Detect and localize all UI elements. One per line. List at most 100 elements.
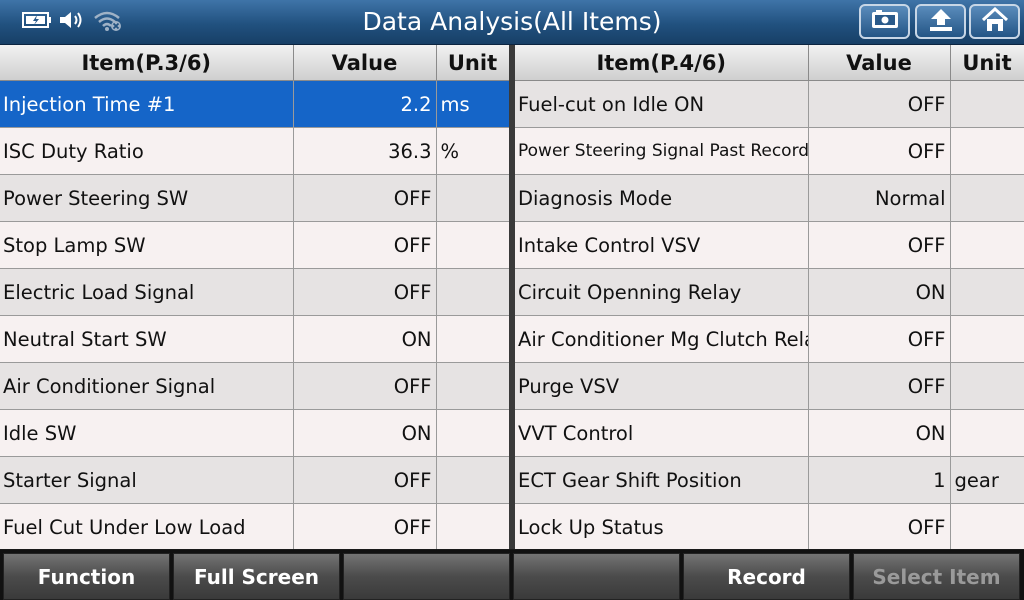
item-name: Air Conditioner Signal [0, 362, 294, 410]
value-column-header[interactable]: Value [808, 45, 951, 81]
back-button[interactable] [915, 4, 966, 39]
item-unit [436, 174, 509, 222]
item-unit [950, 221, 1024, 269]
table-row[interactable]: VVT Control ON [515, 409, 1024, 457]
table-row[interactable]: Power Steering SW OFF [0, 174, 509, 222]
item-value: OFF [293, 221, 437, 269]
unit-column-header[interactable]: Unit [436, 45, 509, 81]
item-name: VVT Control [515, 409, 809, 457]
record-button[interactable]: Record [683, 553, 850, 600]
item-unit [436, 315, 509, 363]
item-name: Air Conditioner Mg Clutch Relay [515, 315, 809, 363]
table-row[interactable]: Fuel Cut Under Low Load OFF [0, 503, 509, 549]
item-unit [950, 315, 1024, 363]
home-icon [981, 6, 1009, 37]
table-row[interactable]: Air Conditioner Mg Clutch Relay OFF [515, 315, 1024, 363]
table-row[interactable]: Idle SW ON [0, 409, 509, 457]
empty-button-2[interactable] [513, 553, 680, 600]
item-name: Power Steering SW [0, 174, 294, 222]
item-value: OFF [808, 362, 951, 410]
bottom-toolbar: Function Full Screen Record Select Item [0, 550, 1024, 600]
item-value: OFF [808, 315, 951, 363]
item-name: Power Steering Signal Past Record [515, 127, 809, 175]
item-unit [436, 503, 509, 549]
table-row[interactable]: Electric Load Signal OFF [0, 268, 509, 316]
item-unit [436, 409, 509, 457]
status-icons [22, 8, 122, 36]
table-row[interactable]: Fuel-cut on Idle ON OFF [515, 80, 1024, 128]
item-value: 2.2 [293, 80, 437, 128]
item-unit [950, 127, 1024, 175]
item-value: OFF [808, 503, 951, 549]
item-column-header[interactable]: Item(P.4/6) [515, 45, 809, 81]
item-value: OFF [808, 221, 951, 269]
item-unit [950, 174, 1024, 222]
item-unit [950, 80, 1024, 128]
item-value: ON [293, 409, 437, 457]
item-value: OFF [293, 174, 437, 222]
item-name: Injection Time #1 [0, 80, 294, 128]
screenshot-button[interactable] [859, 4, 910, 39]
table-row[interactable]: ECT Gear Shift Position 1 gear [515, 456, 1024, 504]
table-row[interactable]: Stop Lamp SW OFF [0, 221, 509, 269]
item-value: OFF [293, 268, 437, 316]
item-unit [950, 268, 1024, 316]
battery-icon [22, 12, 52, 32]
table-row[interactable]: Power Steering Signal Past Record OFF [515, 127, 1024, 175]
item-value: OFF [808, 127, 951, 175]
table-row[interactable]: Purge VSV OFF [515, 362, 1024, 410]
item-value: 36.3 [293, 127, 437, 175]
table-row[interactable]: Injection Time #1 2.2 ms [0, 80, 509, 128]
item-unit [950, 503, 1024, 549]
item-value: OFF [808, 80, 951, 128]
item-name: Idle SW [0, 409, 294, 457]
item-name: Electric Load Signal [0, 268, 294, 316]
item-unit [950, 362, 1024, 410]
item-value: OFF [293, 362, 437, 410]
item-column-header[interactable]: Item(P.3/6) [0, 45, 294, 81]
item-name: Fuel Cut Under Low Load [0, 503, 294, 549]
panel-divider [509, 45, 515, 549]
item-unit [436, 456, 509, 504]
table-row[interactable]: Air Conditioner Signal OFF [0, 362, 509, 410]
select-item-button[interactable]: Select Item [853, 553, 1020, 600]
item-name: Circuit Openning Relay [515, 268, 809, 316]
item-unit: % [436, 127, 509, 175]
table-row[interactable]: Intake Control VSV OFF [515, 221, 1024, 269]
unit-column-header[interactable]: Unit [950, 45, 1024, 81]
table-row[interactable]: Lock Up Status OFF [515, 503, 1024, 549]
item-unit [436, 268, 509, 316]
item-name: Starter Signal [0, 456, 294, 504]
item-unit: ms [436, 80, 509, 128]
item-name: Lock Up Status [515, 503, 809, 549]
function-button[interactable]: Function [3, 553, 170, 600]
table-row[interactable]: Circuit Openning Relay ON [515, 268, 1024, 316]
item-value: 1 [808, 456, 951, 504]
item-name: ISC Duty Ratio [0, 127, 294, 175]
item-value: ON [808, 409, 951, 457]
item-name: ECT Gear Shift Position [515, 456, 809, 504]
full-screen-button[interactable]: Full Screen [173, 553, 340, 600]
item-unit [436, 221, 509, 269]
item-unit: gear [950, 456, 1024, 504]
item-name: Neutral Start SW [0, 315, 294, 363]
item-name: Intake Control VSV [515, 221, 809, 269]
value-column-header[interactable]: Value [293, 45, 437, 81]
item-value: Normal [808, 174, 951, 222]
table-row[interactable]: Starter Signal OFF [0, 456, 509, 504]
table-row[interactable]: Neutral Start SW ON [0, 315, 509, 363]
item-value: OFF [293, 456, 437, 504]
table-row[interactable]: ISC Duty Ratio 36.3 % [0, 127, 509, 175]
item-name: Stop Lamp SW [0, 221, 294, 269]
table-row[interactable]: Diagnosis Mode Normal [515, 174, 1024, 222]
item-unit [950, 409, 1024, 457]
item-unit [436, 362, 509, 410]
wifi-off-icon [92, 8, 122, 36]
home-button[interactable] [969, 4, 1020, 39]
screenshot-icon [870, 9, 900, 35]
empty-button-1[interactable] [343, 553, 510, 600]
back-arrow-icon [927, 7, 955, 37]
speaker-icon [58, 9, 86, 35]
item-name: Purge VSV [515, 362, 809, 410]
item-name: Diagnosis Mode [515, 174, 809, 222]
